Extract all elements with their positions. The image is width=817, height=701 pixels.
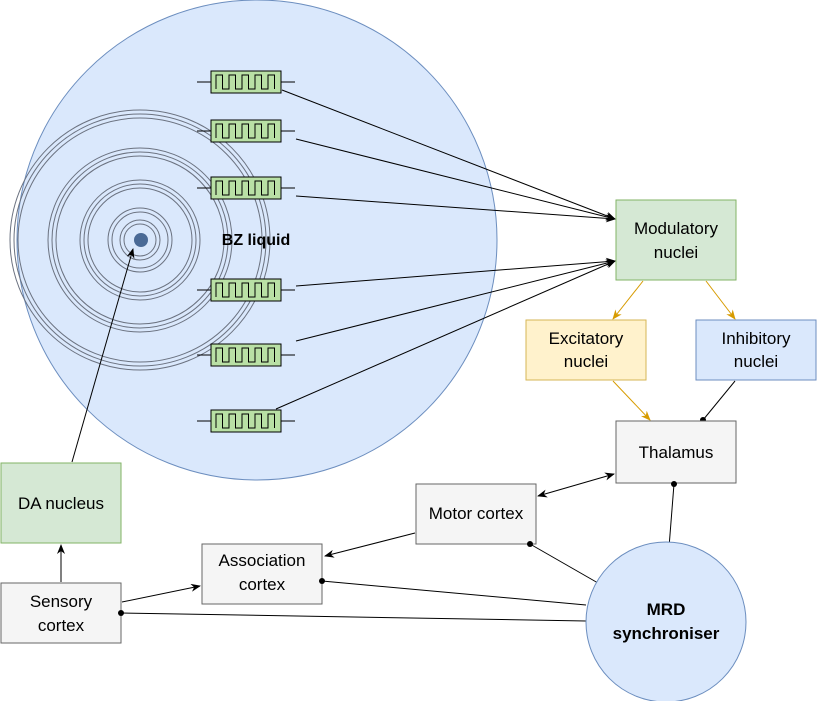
edge-mrd-association xyxy=(319,578,587,606)
edge-sensor-2 xyxy=(295,138,616,221)
bz-liquid-circle xyxy=(16,0,498,481)
svg-text:cortex: cortex xyxy=(38,616,85,635)
edge-inhibitory-thalamus xyxy=(700,380,736,423)
association-cortex-node: Association cortex xyxy=(201,543,323,605)
da-nucleus-node: DA nucleus xyxy=(0,462,122,544)
svg-text:synchroniser: synchroniser xyxy=(613,624,720,643)
svg-text:Sensory: Sensory xyxy=(30,592,93,611)
bz-waves xyxy=(9,109,271,371)
edge-excitatory-thalamus xyxy=(612,380,651,421)
sensor-3 xyxy=(197,176,295,200)
edge-modulatory-inhibitory xyxy=(705,280,736,320)
inhibitory-nuclei-node: Inhibitory nuclei xyxy=(695,319,817,381)
edge-mrd-sensory xyxy=(118,610,587,622)
svg-text:Motor cortex: Motor cortex xyxy=(429,504,524,523)
sensor-edges xyxy=(275,89,616,410)
svg-text:nuclei: nuclei xyxy=(564,352,608,371)
edge-da-bz xyxy=(71,248,135,463)
svg-text:Thalamus: Thalamus xyxy=(639,443,714,462)
edge-sensory-association xyxy=(121,583,201,603)
bz-liquid-label: BZ liquid xyxy=(222,232,290,249)
motor-cortex-node: Motor cortex xyxy=(415,483,537,545)
svg-text:nuclei: nuclei xyxy=(734,352,778,371)
excitatory-nuclei-node: Excitatory nuclei xyxy=(525,319,647,381)
sensor-5 xyxy=(197,343,295,367)
edge-mrd-motor xyxy=(527,541,599,584)
sensor-2 xyxy=(197,119,295,143)
sensor-1 xyxy=(197,70,295,94)
edge-sensor-6 xyxy=(275,260,616,410)
edge-sensor-5 xyxy=(295,259,616,342)
svg-text:Modulatory: Modulatory xyxy=(634,219,719,238)
edge-thalamus-motor xyxy=(537,472,615,498)
sensor-4 xyxy=(197,278,295,302)
edge-sensor-4 xyxy=(295,257,616,287)
edge-motor-association xyxy=(324,532,416,558)
thalamus-node: Thalamus xyxy=(615,420,737,484)
edge-modulatory-excitatory xyxy=(612,280,644,320)
svg-text:Association: Association xyxy=(219,551,306,570)
bz-center-dot xyxy=(134,233,148,247)
sensory-cortex-node: Sensory cortex xyxy=(0,582,122,644)
svg-text:Inhibitory: Inhibitory xyxy=(722,329,791,348)
svg-text:Excitatory: Excitatory xyxy=(549,329,624,348)
edge-sensor-3 xyxy=(295,195,616,223)
sensor-6 xyxy=(197,409,295,433)
svg-text:cortex: cortex xyxy=(239,575,286,594)
edge-sensor-1 xyxy=(281,89,616,220)
svg-text:DA nucleus: DA nucleus xyxy=(18,494,104,513)
svg-text:nuclei: nuclei xyxy=(654,243,698,262)
mrd-synchroniser-node: MRD synchroniser xyxy=(585,541,747,701)
modulatory-nuclei-node: Modulatory nuclei xyxy=(615,199,737,281)
sensor-array xyxy=(197,70,295,433)
svg-text:MRD: MRD xyxy=(647,600,686,619)
